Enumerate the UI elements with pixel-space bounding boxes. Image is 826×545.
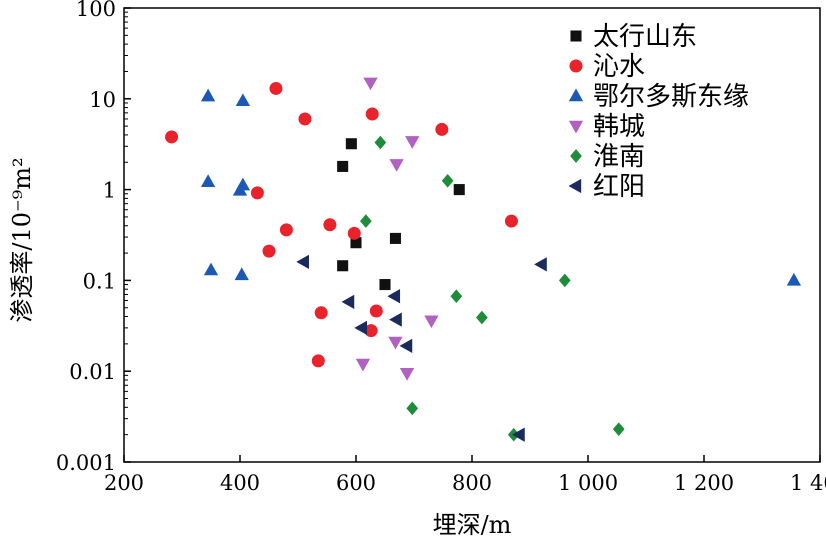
legend-label: 淮南: [593, 142, 645, 172]
legend-label: 沁水: [593, 52, 645, 82]
data-point: [504, 214, 518, 228]
plot-frame: [123, 7, 821, 463]
data-point: [203, 262, 219, 276]
series-triangle-left: [296, 254, 547, 442]
legend-marker: [568, 120, 584, 134]
legend-item: 沁水: [569, 52, 645, 82]
data-point: [354, 320, 367, 336]
legend-marker: [568, 178, 582, 194]
data-point: [314, 306, 328, 320]
legend-label: 太行山东: [593, 22, 697, 52]
data-point: [365, 107, 379, 121]
series-square: [337, 138, 465, 291]
series-circle: [165, 81, 518, 368]
y-tick-label: 0.01: [69, 360, 116, 384]
legend-marker: [568, 88, 584, 102]
y-axis-title: 渗透率/10⁻⁹m²: [8, 157, 36, 322]
data-point: [424, 315, 439, 329]
legend-marker: [569, 59, 583, 73]
legend-item: 红阳: [568, 172, 645, 202]
data-point: [534, 257, 547, 272]
x-tick-label: 1 000: [558, 471, 618, 495]
data-point: [262, 244, 276, 258]
data-point: [200, 88, 216, 102]
series-triangle-down: [355, 77, 439, 381]
data-point: [296, 254, 309, 270]
data-point: [279, 223, 293, 237]
data-point: [379, 279, 391, 291]
x-tick-label: 400: [220, 471, 260, 495]
y-tick-label: 10: [89, 88, 116, 112]
data-point: [345, 138, 357, 150]
data-point: [786, 272, 802, 286]
data-point: [350, 237, 362, 249]
data-point: [558, 273, 571, 288]
data-point: [399, 368, 415, 381]
data-point: [269, 81, 283, 95]
data-point: [360, 214, 372, 228]
data-point: [406, 401, 419, 416]
data-point: [235, 177, 251, 191]
data-point: [323, 218, 337, 232]
series-diamond: [360, 135, 625, 442]
legend-marker: [570, 30, 582, 42]
data-point: [347, 226, 361, 240]
y-tick-label: 0.001: [56, 451, 116, 475]
data-point: [453, 184, 465, 196]
data-point: [250, 186, 264, 200]
x-tick-label: 1 200: [674, 471, 734, 495]
data-point: [405, 136, 420, 149]
data-point: [337, 160, 349, 172]
data-point: [399, 338, 413, 354]
data-point: [512, 427, 525, 442]
x-tick-label: 200: [104, 471, 144, 495]
data-point: [298, 112, 312, 126]
y-tick-label: 1: [103, 179, 116, 203]
data-point: [337, 260, 349, 272]
x-tick-label: 600: [336, 471, 376, 495]
legend-item: 太行山东: [570, 22, 697, 52]
legend-marker: [570, 149, 582, 163]
x-tick-label: 1 400: [790, 471, 826, 495]
data-point: [364, 324, 378, 338]
legend-label: 韩城: [593, 112, 645, 142]
data-point: [388, 336, 403, 350]
data-point: [234, 267, 249, 281]
data-point: [341, 294, 355, 310]
y-tick-label: 0.1: [83, 269, 116, 293]
data-point: [235, 93, 251, 107]
data-point: [389, 159, 404, 172]
legend-label: 鄂尔多斯东缘: [593, 82, 749, 112]
legend-item: 淮南: [570, 142, 645, 172]
data-point: [441, 173, 454, 188]
data-point: [165, 130, 179, 144]
data-point: [374, 135, 387, 150]
data-point: [200, 174, 216, 187]
data-point: [363, 77, 378, 91]
plot-border: [123, 7, 821, 463]
data-point: [389, 312, 402, 327]
data-point: [450, 289, 463, 304]
data-point: [612, 422, 625, 436]
x-axis-title: 埋深/m: [433, 511, 512, 539]
data-point: [311, 354, 325, 368]
y-tick-label: 100: [76, 0, 116, 21]
legend-label: 红阳: [593, 172, 645, 202]
data-point: [369, 304, 383, 318]
legend-item: 韩城: [568, 112, 645, 142]
data-point: [476, 310, 488, 325]
data-point: [389, 232, 401, 244]
axis-ticks: 200 400 600 800 1 000 1 200 1 400 0.001 0.01 0.1 1…: [56, 0, 826, 495]
legend-item: 鄂尔多斯东缘: [568, 82, 749, 112]
data-point: [355, 358, 371, 372]
x-tick-label: 800: [452, 471, 492, 495]
data-point: [435, 122, 449, 136]
plot-marks: [165, 77, 802, 442]
series-triangle-up: [200, 88, 802, 286]
data-point: [387, 289, 401, 304]
